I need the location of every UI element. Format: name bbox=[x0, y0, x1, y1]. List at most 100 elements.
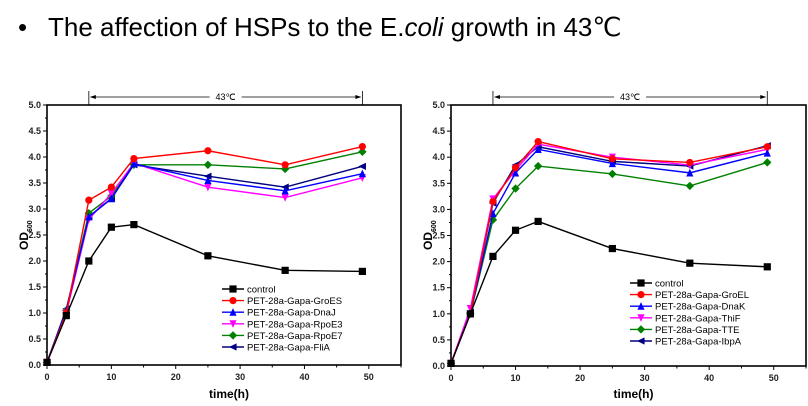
data-point bbox=[489, 252, 497, 260]
data-point bbox=[686, 158, 694, 167]
chart-2: 0.0 0.5 1.0 1.5 2.0 2.5 3.0 3.5 4.0 4.5 5.0 0 10 20 30… bbox=[421, 91, 807, 401]
data-point bbox=[358, 147, 367, 156]
x-tick-label: 0 bbox=[448, 373, 453, 383]
x-tick-label: 30 bbox=[235, 372, 245, 382]
legend-marker bbox=[229, 308, 237, 316]
series-line bbox=[450, 143, 768, 364]
data-point bbox=[204, 147, 212, 155]
y-tick-label: 0.5 bbox=[432, 335, 445, 345]
annotation-arrow-right bbox=[355, 95, 362, 99]
x-tick-label: 30 bbox=[640, 373, 650, 383]
data-point bbox=[281, 161, 289, 169]
y-tick-label: 2.0 bbox=[28, 256, 41, 266]
x-tick-label: 50 bbox=[769, 373, 779, 383]
series-line bbox=[450, 220, 768, 364]
legend-item: PET-28a-Gapa-RpoE3 bbox=[222, 319, 343, 330]
legend: controlPET-28a-Gapa-GroESPET-28a-Gapa-Dn… bbox=[222, 285, 343, 354]
data-point bbox=[608, 169, 617, 179]
legend-item: PET-28a-Gapa-RpoE7 bbox=[222, 331, 343, 342]
data-point bbox=[43, 358, 51, 366]
data-point bbox=[608, 244, 616, 253]
y-axis-title: OD600 bbox=[421, 220, 438, 250]
x-tick-label: 10 bbox=[511, 373, 521, 383]
y-tick-label: 5.0 bbox=[432, 100, 445, 110]
plot-frame bbox=[46, 104, 402, 366]
data-point bbox=[686, 259, 694, 267]
data-point bbox=[489, 197, 497, 206]
bullet-point: • bbox=[18, 12, 28, 42]
data-point bbox=[763, 158, 772, 167]
y-tick-label: 4.0 bbox=[28, 152, 41, 162]
legend-label: PET-28a-Gapa-TTE bbox=[655, 325, 739, 336]
data-point bbox=[763, 148, 771, 157]
legend-marker bbox=[637, 302, 645, 310]
y-tick-label: 0.0 bbox=[28, 360, 41, 370]
data-point bbox=[107, 223, 115, 231]
data-point bbox=[488, 215, 498, 225]
legend-label: control bbox=[655, 279, 684, 290]
data-point bbox=[534, 137, 542, 146]
y-tick-label: 2.5 bbox=[432, 231, 445, 241]
data-point bbox=[85, 196, 93, 204]
data-point bbox=[533, 161, 543, 171]
legend-label: PET-28a-Gapa-RpoE7 bbox=[247, 331, 343, 342]
legend-item: PET-28a-Gapa-IbpA bbox=[630, 337, 742, 348]
series-control bbox=[447, 217, 771, 367]
y-tick-label: 4.0 bbox=[432, 152, 445, 162]
data-point bbox=[204, 252, 212, 260]
series-line bbox=[46, 223, 363, 363]
legend-item: PET-28a-Gapa-GroES bbox=[222, 296, 342, 307]
legend-label: PET-28a-Gapa-ThiF bbox=[655, 313, 741, 324]
data-point bbox=[107, 189, 115, 198]
x-tick-label: 50 bbox=[364, 372, 374, 382]
legend-marker bbox=[637, 314, 645, 322]
y-tick-label: 0.0 bbox=[432, 361, 445, 371]
legend-marker bbox=[228, 331, 238, 340]
legend-label: PET-28a-Gapa-IbpA bbox=[655, 337, 742, 348]
legend-label: PET-28a-Gapa-GroES bbox=[247, 296, 342, 307]
data-point bbox=[763, 263, 771, 271]
y-tick-label: 0.5 bbox=[28, 334, 41, 344]
legend-item: PET-28a-Gapa-FliA bbox=[222, 343, 331, 354]
data-point bbox=[685, 181, 695, 191]
y-axis-title: OD600 bbox=[17, 220, 34, 250]
data-point bbox=[447, 359, 455, 367]
annotation-label: 43℃ bbox=[620, 92, 640, 102]
data-point bbox=[281, 193, 289, 202]
data-point bbox=[204, 183, 212, 192]
y-tick-label: 1.0 bbox=[28, 308, 41, 318]
legend-marker bbox=[228, 343, 237, 351]
legend-item: control bbox=[222, 285, 276, 296]
legend-label: control bbox=[247, 285, 276, 296]
series-line bbox=[46, 145, 363, 363]
y-tick-label: 3.0 bbox=[28, 204, 41, 214]
data-point bbox=[62, 312, 70, 320]
x-tick-label: 40 bbox=[704, 373, 714, 383]
y-tick-label: 4.5 bbox=[432, 126, 445, 136]
data-point bbox=[763, 143, 771, 151]
data-point bbox=[130, 154, 138, 163]
plot-frame bbox=[450, 104, 807, 367]
data-point bbox=[130, 159, 138, 168]
data-point bbox=[358, 267, 366, 275]
data-point bbox=[534, 145, 542, 153]
y-tick-label: 3.0 bbox=[432, 204, 445, 214]
legend-marker bbox=[636, 325, 646, 334]
data-point bbox=[203, 160, 213, 169]
data-point bbox=[358, 143, 366, 151]
data-point bbox=[608, 159, 616, 168]
data-point bbox=[281, 186, 289, 195]
data-point bbox=[466, 310, 474, 318]
x-tick-label: 20 bbox=[171, 372, 181, 382]
data-point bbox=[511, 226, 520, 234]
y-tick-label: 3.5 bbox=[28, 178, 41, 188]
legend-label: PET-28a-Gapa-RpoE3 bbox=[247, 319, 343, 330]
data-point bbox=[107, 194, 115, 203]
data-point bbox=[534, 217, 542, 226]
legend-marker bbox=[229, 320, 237, 328]
y-tick-label: 3.5 bbox=[432, 178, 445, 188]
data-point bbox=[130, 221, 138, 229]
legend-marker bbox=[636, 337, 645, 345]
x-tick-label: 0 bbox=[44, 372, 49, 382]
